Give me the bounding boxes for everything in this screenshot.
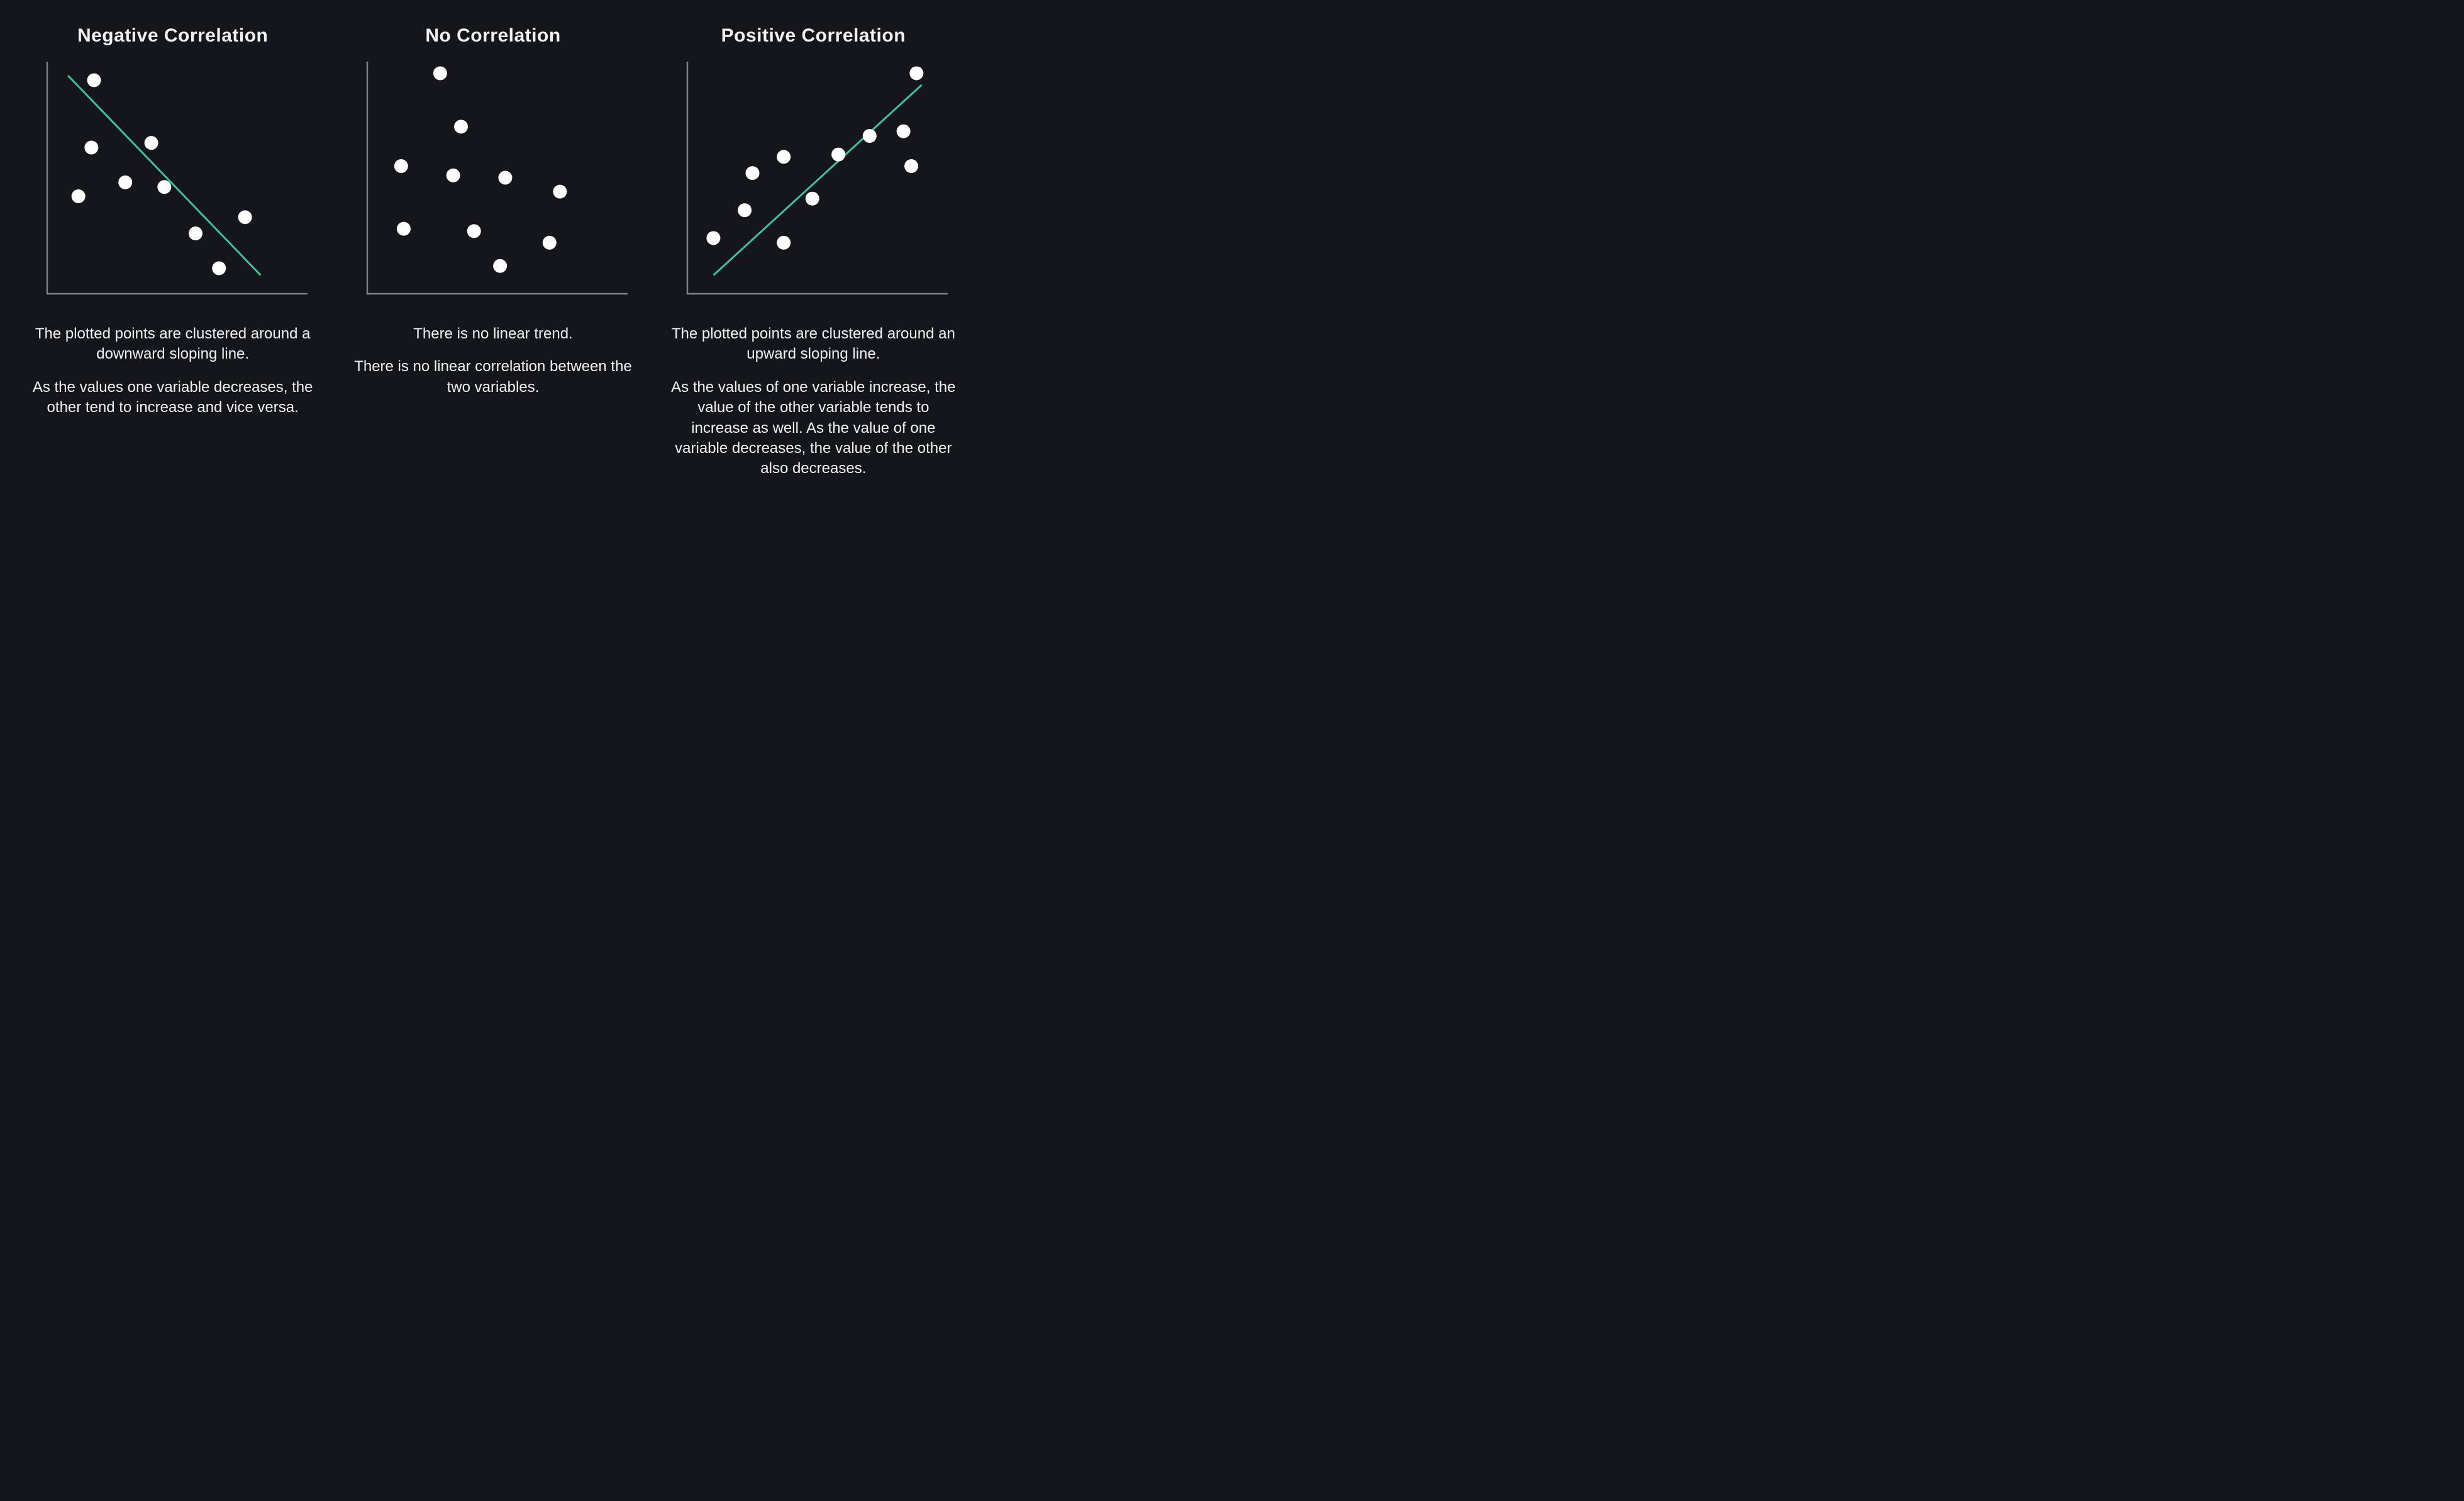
scatter-chart — [355, 58, 631, 306]
scatter-chart — [675, 58, 952, 306]
data-point — [189, 226, 203, 240]
panel-description: The plotted points are clustered around … — [25, 324, 320, 418]
data-point — [493, 259, 507, 273]
panel-title: Positive Correlation — [721, 25, 906, 47]
data-point — [910, 66, 924, 80]
data-point — [212, 261, 226, 275]
data-point — [433, 66, 447, 80]
chart-positive — [666, 58, 961, 306]
data-point — [831, 148, 845, 162]
panel-positive: Positive Correlation The plotted points … — [666, 25, 961, 479]
panel-none: No Correlation There is no linear trend.… — [345, 25, 640, 479]
data-point — [397, 222, 411, 236]
panel-title: No Correlation — [425, 25, 560, 47]
data-point — [746, 166, 760, 180]
data-point — [157, 180, 171, 194]
data-point — [87, 74, 101, 87]
panel-negative: Negative Correlation The plotted points … — [25, 25, 320, 479]
chart-none — [345, 58, 640, 306]
data-point — [707, 231, 721, 245]
data-point — [904, 159, 918, 173]
data-point — [144, 136, 158, 150]
data-point — [394, 159, 408, 173]
panel-description: There is no linear trend. There is no li… — [345, 324, 640, 398]
axes — [367, 62, 628, 294]
desc-line: As the values of one variable increase, … — [670, 377, 957, 479]
desc-line: The plotted points are clustered around … — [29, 324, 316, 365]
data-point — [498, 171, 512, 185]
trend-line — [68, 75, 260, 275]
axes — [47, 62, 308, 294]
data-point — [71, 189, 85, 203]
data-point — [543, 236, 557, 250]
data-point — [238, 210, 252, 224]
desc-line: As the values one variable decreases, th… — [29, 377, 316, 418]
panel-title: Negative Correlation — [77, 25, 268, 47]
data-point — [738, 203, 752, 217]
desc-line: There is no linear correlation between t… — [349, 357, 636, 398]
data-point — [467, 224, 481, 238]
data-point — [863, 129, 877, 143]
desc-line: There is no linear trend. — [349, 324, 636, 344]
panels-row: Negative Correlation The plotted points … — [0, 0, 986, 479]
data-point — [553, 185, 567, 199]
data-point — [777, 150, 791, 164]
data-point — [454, 120, 468, 133]
data-point — [806, 192, 819, 206]
data-point — [118, 176, 132, 189]
data-point — [777, 236, 791, 250]
data-point — [447, 169, 460, 182]
trend-line — [714, 85, 922, 276]
desc-line: The plotted points are clustered around … — [670, 324, 957, 365]
scatter-chart — [35, 58, 311, 306]
panel-description: The plotted points are clustered around … — [666, 324, 961, 479]
chart-negative — [25, 58, 320, 306]
data-point — [897, 125, 911, 138]
data-point — [84, 141, 98, 155]
